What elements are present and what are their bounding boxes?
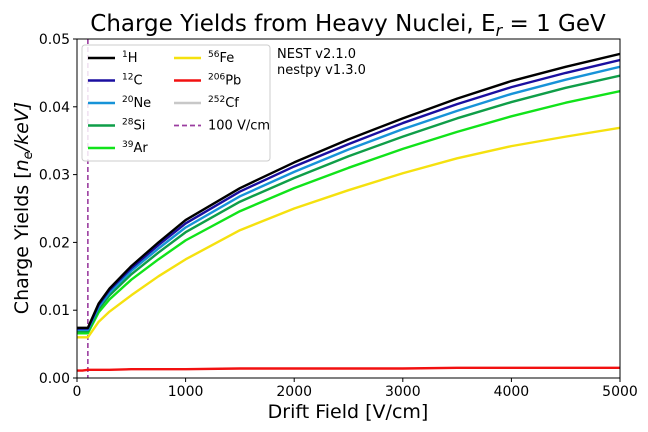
x-tick-label: 0 [73,384,82,400]
annotation-line: nestpy v1.3.0 [277,63,366,78]
y-axis-label: Charge Yields [ne/keV] [11,102,36,314]
x-tick-label: 2000 [276,384,312,400]
legend-label: 12C [122,73,143,89]
legend-label: 1H [122,50,138,66]
legend-label: 100 V/cm [208,119,270,134]
legend-label: 20Ne [122,95,151,111]
chart-title: Charge Yields from Heavy Nuclei, Er = 1 … [90,11,606,40]
legend-label: 56Fe [208,50,234,66]
series-line-h [77,52,620,330]
legend-label: 28Si [122,118,145,134]
annotation-line: NEST v2.1.0 [277,47,356,62]
legend-label: 206Pb [208,73,241,89]
axes-frame [76,38,621,379]
y-tick-label: 0.01 [39,303,70,319]
legend: 1H 12C 20Ne 28Si 39Ar 56Fe 206Pb 252Cf 100 V/cm [81,44,271,162]
x-tick-label: 5000 [602,384,638,400]
y-tick-label: 0.05 [39,32,70,48]
series-line-pb [77,366,620,372]
x-axis-label: Drift Field [V/cm] [268,401,429,423]
y-tick-label: 0.02 [39,235,70,251]
legend-label: 39Ar [122,140,148,156]
y-tick-label: 0.03 [39,168,70,184]
y-tick-label: 0.04 [39,100,70,116]
series-group [77,39,620,378]
x-tick-label: 3000 [385,384,421,400]
legend-label: 252Cf [208,95,239,111]
series-line-fe [77,126,620,339]
plot-area: 0 1000 2000 3000 4000 5000 0.00 0.01 0.02 0.03 0.0… [39,32,638,400]
y-tick-label: 0.00 [39,371,70,387]
x-tick-label: 1000 [168,384,204,400]
x-tick-label: 4000 [494,384,530,400]
